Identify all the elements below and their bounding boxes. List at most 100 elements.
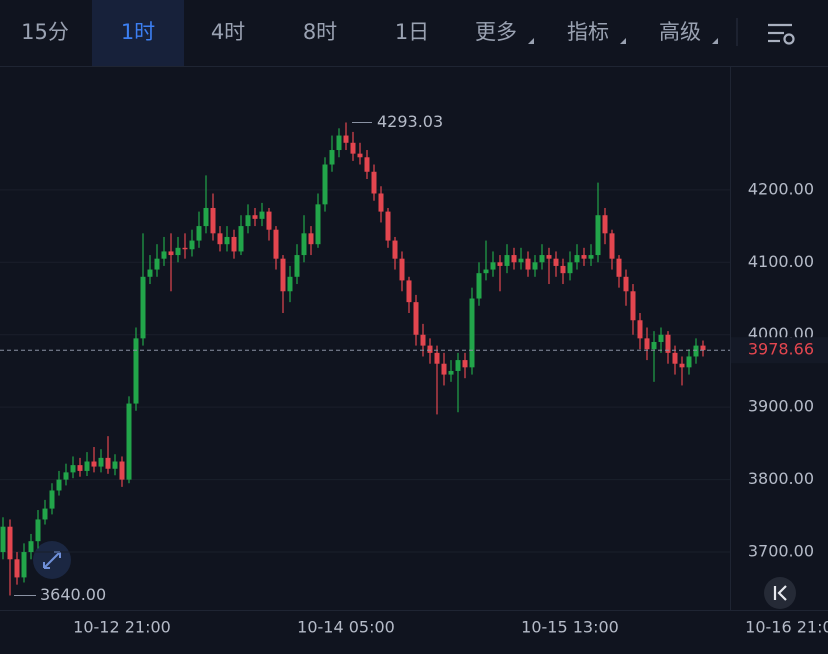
candle-body: [252, 215, 258, 219]
candle-body: [553, 258, 559, 266]
expand-button[interactable]: [33, 541, 71, 579]
candle-body: [462, 360, 468, 368]
candle-body: [511, 255, 517, 263]
candle-body: [658, 334, 664, 342]
candle-body: [210, 207, 216, 234]
toolbar-tab[interactable]: 15分: [21, 20, 69, 44]
candle-body: [287, 276, 293, 292]
menu-caret: [712, 38, 718, 44]
candle-body: [266, 211, 272, 230]
candle-body: [315, 204, 321, 245]
candle-body: [168, 251, 174, 256]
candle-body: [581, 255, 587, 259]
candle-body: [693, 345, 699, 357]
candle-body: [133, 338, 139, 404]
candle-body: [644, 338, 650, 350]
candle-body: [336, 135, 342, 151]
candle-body: [518, 258, 524, 263]
candle-body: [182, 247, 188, 250]
candle-body: [126, 403, 132, 480]
candle-body: [154, 258, 160, 270]
candle-body: [259, 211, 265, 219]
candle-body: [371, 171, 377, 194]
candle-body: [301, 233, 307, 256]
candle-body: [28, 541, 34, 553]
candle-body: [196, 226, 202, 241]
candle-body: [434, 352, 440, 364]
candle-body: [441, 363, 447, 375]
x-tick-label: 10-14 05:00: [297, 618, 395, 637]
toolbar-tab[interactable]: 更多: [475, 20, 517, 44]
candle-body: [70, 465, 76, 473]
candle-body: [539, 255, 545, 263]
candle-body: [525, 258, 531, 270]
toolbar-tab[interactable]: 8时: [303, 20, 337, 44]
candle-body: [497, 262, 503, 266]
candle-body: [329, 150, 335, 165]
candle-body: [595, 215, 601, 256]
candle-body: [392, 240, 398, 259]
candle-body: [616, 258, 622, 277]
candle-body: [532, 262, 538, 270]
candle-body: [91, 461, 97, 467]
toolbar-tab[interactable]: 4时: [211, 20, 245, 44]
candle-body: [42, 508, 48, 520]
candle-body: [406, 280, 412, 303]
candle-body: [98, 457, 104, 467]
y-tick-label: 3900.00: [748, 397, 814, 416]
candle-body: [665, 334, 671, 353]
candle-body: [7, 526, 13, 560]
y-tick-label: 4100.00: [748, 252, 814, 271]
candle-body: [77, 465, 83, 471]
candle-body: [679, 363, 685, 368]
candle-body: [413, 302, 419, 335]
selected-tab-bg: [92, 0, 184, 66]
candle-body: [357, 153, 363, 158]
candle-body: [49, 490, 55, 509]
candle-body: [637, 320, 643, 339]
candle-body: [448, 370, 454, 375]
candle-body: [105, 457, 111, 469]
candle-body: [147, 269, 153, 277]
candle-body: [0, 526, 6, 553]
candle-body: [455, 360, 461, 371]
candle-body: [399, 258, 405, 281]
candle-body: [343, 135, 349, 143]
toolbar-tab[interactable]: 1日: [395, 20, 429, 44]
menu-caret: [620, 38, 626, 44]
toolbar-tab[interactable]: 1时: [121, 20, 155, 44]
candle-body: [161, 251, 167, 259]
candle-body: [140, 276, 146, 339]
candle-body: [560, 265, 566, 274]
candle-body: [119, 461, 125, 480]
candle-body: [490, 262, 496, 270]
candle-body: [245, 215, 251, 227]
candle-body: [546, 255, 552, 259]
candle-body: [322, 164, 328, 205]
candle-body: [273, 229, 279, 259]
scroll-latest-button[interactable]: [764, 577, 796, 609]
candle-body: [294, 255, 300, 277]
settings-icon[interactable]: [768, 23, 795, 45]
candle-body: [630, 291, 636, 321]
candle-body: [469, 298, 475, 368]
candle-body: [420, 334, 426, 346]
candle-body: [203, 207, 209, 227]
candle-body: [602, 215, 608, 234]
candle-body: [350, 142, 356, 154]
candle-body: [63, 472, 69, 480]
candle-body: [651, 341, 657, 350]
toolbar-tab[interactable]: 指标: [567, 20, 609, 44]
toolbar-tab[interactable]: 高级: [659, 20, 701, 44]
candle-body: [217, 233, 223, 245]
y-tick-label: 3700.00: [748, 542, 814, 561]
y-tick-label: 3800.00: [748, 469, 814, 488]
candle-body: [427, 345, 433, 353]
candle-body: [14, 559, 20, 578]
candle-body: [686, 356, 692, 368]
last-price-tag: [731, 337, 828, 364]
candle-body: [224, 236, 230, 245]
x-tick-label: 10-12 21:00: [73, 618, 171, 637]
candle-body: [35, 519, 41, 542]
